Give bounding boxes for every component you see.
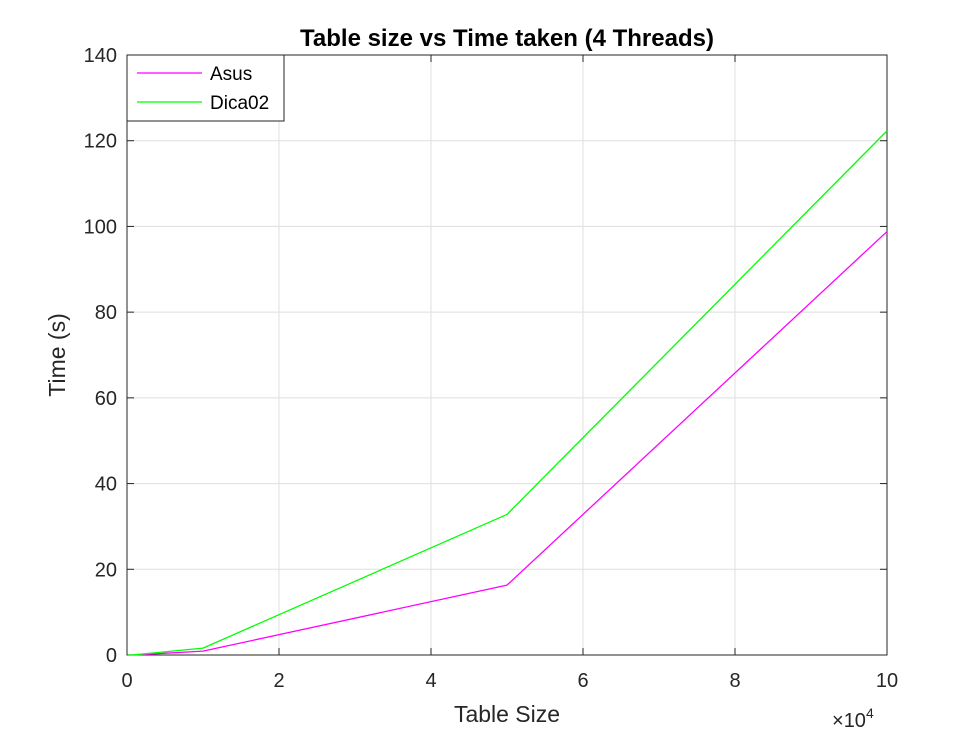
y-tick-label: 80 — [95, 302, 117, 324]
legend-label-asus: Asus — [210, 64, 252, 85]
x-tick-label: 10 — [876, 670, 898, 692]
y-tick-label: 40 — [95, 474, 117, 496]
y-tick-label: 20 — [95, 559, 117, 581]
x-axis-exponent: ×104 — [832, 705, 874, 732]
plot-area — [126, 54, 888, 656]
x-axis-label: Table Size — [454, 701, 560, 727]
legend-box — [126, 54, 285, 122]
x-tick-label: 0 — [121, 670, 132, 692]
x-axis-exponent-power: 4 — [866, 705, 874, 721]
series-lines — [127, 130, 888, 656]
x-tick-label: 8 — [729, 670, 740, 692]
legend-label-dica02: Dica02 — [210, 93, 269, 114]
y-tick-label: 100 — [84, 216, 117, 238]
x-tick-label: 4 — [425, 670, 436, 692]
chart-title: Table size vs Time taken (4 Threads) — [300, 25, 714, 52]
x-axis-exponent-times: × — [832, 710, 844, 732]
x-tick-label: 2 — [273, 670, 284, 692]
y-tick-label: 140 — [84, 45, 117, 67]
x-axis-exponent-base: 10 — [844, 710, 866, 732]
legend[interactable]: Asus Dica02 — [126, 54, 285, 122]
y-tick-label: 60 — [95, 388, 117, 410]
x-tick-label: 6 — [577, 670, 588, 692]
y-tick-label: 0 — [106, 645, 117, 667]
y-tick-label: 120 — [84, 131, 117, 153]
series-line-dica02 — [127, 130, 888, 656]
y-axis-label: Time (s) — [44, 313, 70, 396]
